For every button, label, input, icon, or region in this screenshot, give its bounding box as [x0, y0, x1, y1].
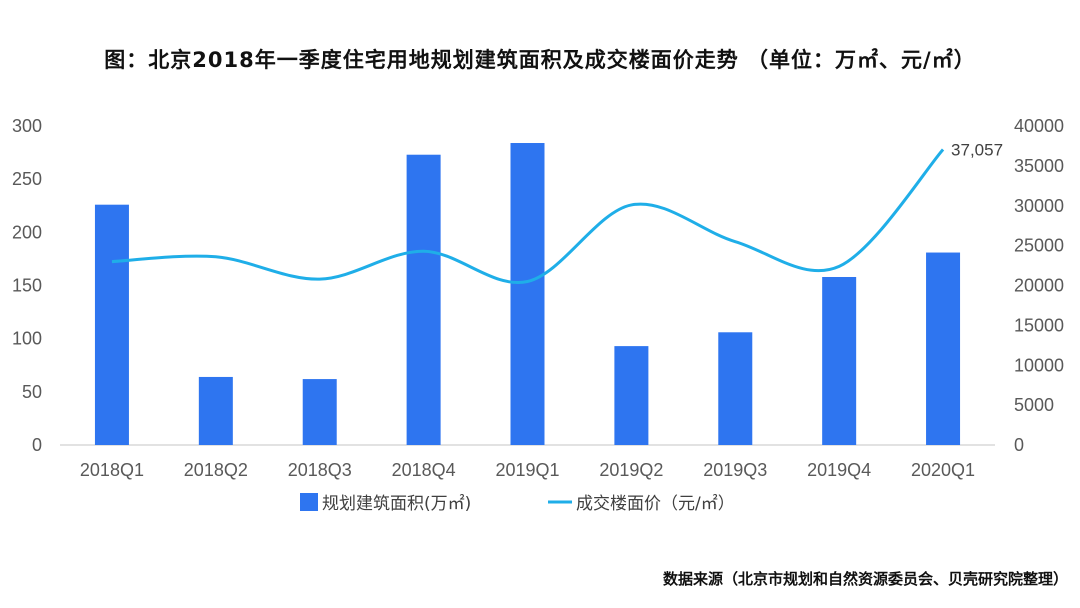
legend-swatch-bar	[300, 493, 318, 511]
left-tick-label: 200	[12, 222, 42, 242]
bar	[718, 332, 753, 445]
bar	[510, 143, 545, 445]
x-tick-label: 2018Q2	[184, 460, 248, 480]
bar	[198, 376, 233, 445]
price-line	[111, 148, 945, 285]
chart-title: 图：北京2018年一季度住宅用地规划建筑面积及成交楼面价走势 （单位：万㎡、元/…	[104, 48, 976, 72]
right-tick-label: 5000	[1014, 395, 1054, 415]
right-tick-label: 30000	[1014, 196, 1064, 216]
left-tick-label: 100	[12, 329, 42, 349]
x-tick-label: 2018Q1	[80, 460, 144, 480]
left-tick-label: 150	[12, 276, 42, 296]
right-tick-label: 35000	[1014, 156, 1064, 176]
x-tick-label: 2018Q4	[392, 460, 456, 480]
right-tick-label: 25000	[1014, 236, 1064, 256]
left-tick-label: 0	[32, 435, 42, 455]
chart: 0 50 100 150 200 250 300 0 5000 10000 15000 20000 2…	[12, 116, 1064, 514]
bar-series	[94, 143, 961, 445]
legend: 规划建筑面积(万㎡) 成交楼面价（元/㎡）	[300, 493, 735, 514]
x-tick-label: 2020Q1	[911, 460, 975, 480]
source-note: 数据来源（北京市规划和自然资源委员会、贝壳研究院整理）	[662, 570, 1068, 588]
x-axis: 2018Q1 2018Q2 2018Q3 2018Q4 2019Q1 2019Q2 2019…	[80, 460, 975, 480]
legend-label: 成交楼面价（元/㎡）	[576, 494, 735, 514]
bar	[822, 276, 857, 445]
x-tick-label: 2018Q3	[288, 460, 352, 480]
left-tick-label: 250	[12, 169, 42, 189]
right-tick-label: 40000	[1014, 116, 1064, 136]
left-axis: 0 50 100 150 200 250 300	[12, 116, 42, 455]
annotations: 37,057	[951, 140, 1003, 159]
bar	[926, 252, 961, 445]
legend-label: 规划建筑面积(万㎡)	[322, 494, 471, 514]
right-tick-label: 20000	[1014, 276, 1064, 296]
right-tick-label: 15000	[1014, 315, 1064, 335]
right-tick-label: 0	[1014, 435, 1024, 455]
right-tick-label: 10000	[1014, 355, 1064, 375]
left-tick-label: 50	[22, 382, 42, 402]
right-axis: 0 5000 10000 15000 20000 25000 30000 35000 40000	[1014, 116, 1064, 455]
x-tick-label: 2019Q2	[599, 460, 663, 480]
bar	[406, 154, 441, 445]
left-tick-label: 300	[12, 116, 42, 136]
x-tick-label: 2019Q3	[703, 460, 767, 480]
x-tick-label: 2019Q4	[807, 460, 871, 480]
bar	[614, 346, 649, 445]
x-tick-label: 2019Q1	[495, 460, 559, 480]
bar	[94, 204, 129, 445]
bar	[302, 379, 337, 445]
data-label: 37,057	[951, 140, 1003, 159]
